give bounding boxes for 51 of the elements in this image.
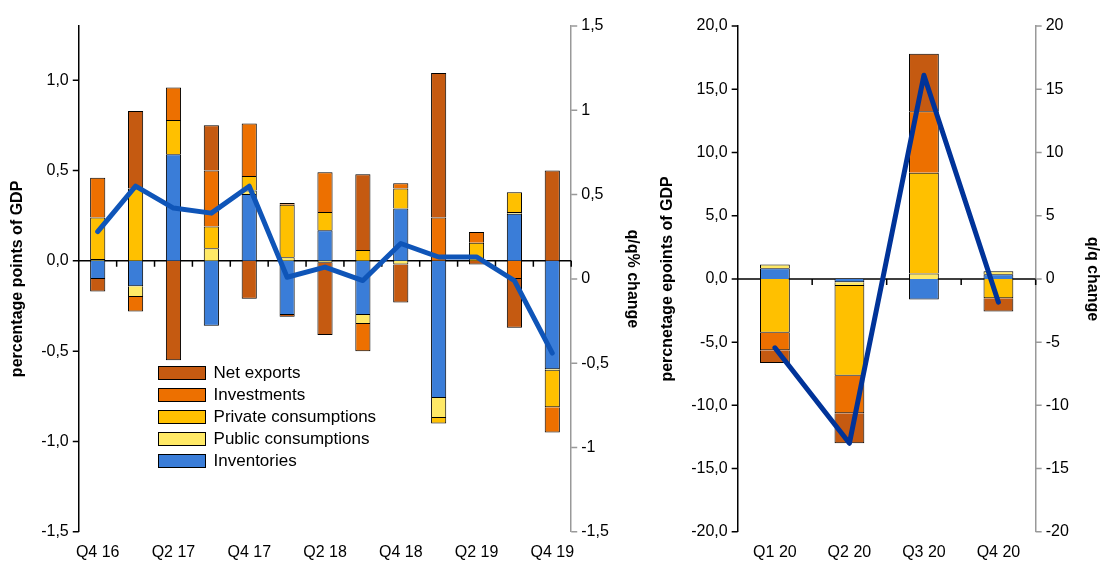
y-tick-label: 0,0: [705, 269, 728, 287]
legend-label: Inventories: [213, 449, 297, 472]
x-tick-label: Q4 20: [976, 542, 1021, 560]
y-tick-label: 20,0: [696, 16, 728, 34]
y2-axis-title: q/q% change: [624, 229, 642, 329]
y-tick-label: -10,0: [691, 395, 728, 413]
x-tick-label: Q4 18: [378, 542, 423, 560]
y-axis-title: percnetage epoints of GDP: [658, 175, 676, 382]
legend-label: Public consumptions: [213, 427, 370, 450]
y2-tick-label: -1: [581, 437, 596, 455]
y2-tick-label: 5: [1045, 206, 1055, 224]
y2-tick-label: 10: [1045, 142, 1064, 160]
y2-tick-label: -5: [1045, 332, 1060, 350]
x-tick-label: Q1 20: [753, 542, 797, 560]
y2-tick-label: 0: [581, 269, 591, 287]
y-tick-label: -15,0: [691, 458, 728, 476]
y2-tick-label: 1,5: [581, 16, 604, 34]
y-tick-label: -20,0: [691, 522, 728, 540]
y-tick-label: 1,0: [46, 70, 69, 88]
y-tick-label: -1,0: [41, 431, 69, 449]
y-tick-label: 10,0: [696, 142, 728, 160]
y2-tick-label: -20: [1045, 522, 1069, 540]
y2-tick-label: 15: [1045, 79, 1064, 97]
y2-axis-title: q/q change: [1084, 236, 1102, 322]
x-tick-label: Q4 19: [530, 542, 575, 560]
x-tick-label: Q2 18: [303, 542, 347, 560]
y-tick-label: 0,0: [46, 251, 69, 269]
y2-tick-label: 20: [1045, 16, 1064, 34]
y2-tick-label: -10: [1045, 395, 1069, 413]
x-tick-label: Q2 20: [827, 542, 872, 560]
y2-tick-label: 1: [581, 100, 591, 118]
legend-label: Private consumptions: [213, 405, 377, 428]
y-tick-label: 5,0: [705, 206, 728, 224]
x-tick-label: Q3 20: [902, 542, 946, 560]
y-tick-label: -1,5: [41, 522, 69, 540]
y-tick-label: -5,0: [700, 332, 728, 350]
x-tick-label: Q4 16: [75, 542, 120, 560]
y2-tick-label: -0,5: [581, 353, 609, 371]
x-tick-label: Q2 19: [454, 542, 499, 560]
x-tick-label: Q4 17: [227, 542, 272, 560]
x-tick-label: Q2 17: [151, 542, 196, 560]
y2-tick-label: -1,5: [581, 522, 609, 540]
legend-label: Net exports: [213, 361, 301, 384]
y-tick-label: -0,5: [41, 341, 69, 359]
y2-tick-label: 0,5: [581, 185, 604, 203]
y-axis-title: percentage points of GDP: [8, 180, 26, 378]
y2-tick-label: -15: [1045, 458, 1069, 476]
y-tick-label: 0,5: [46, 160, 69, 178]
legend-label: Investments: [213, 383, 306, 406]
y2-tick-label: 0: [1045, 269, 1055, 287]
y-tick-label: 15,0: [696, 79, 728, 97]
